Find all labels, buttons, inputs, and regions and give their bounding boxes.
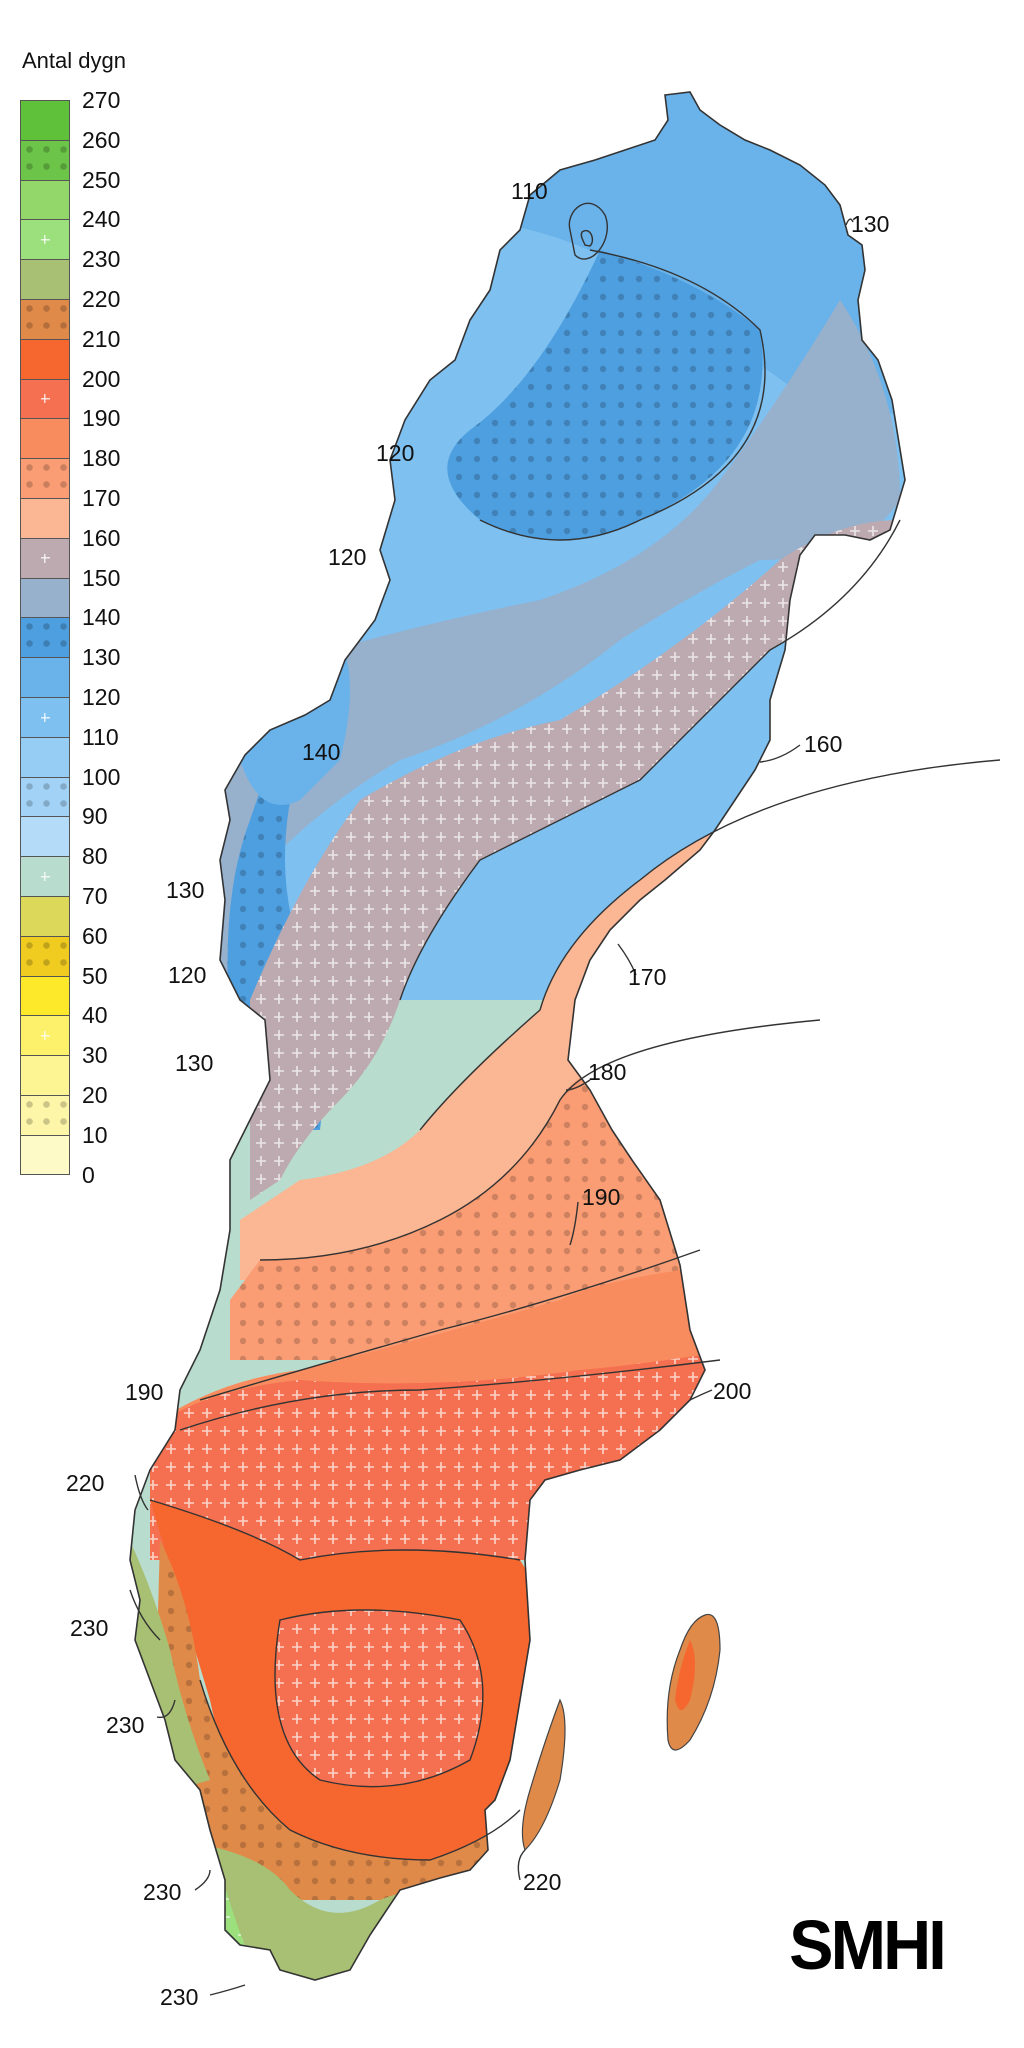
legend-tick-label: 180 [82, 445, 121, 472]
contour-label-110: 110 [511, 178, 548, 204]
smhi-logo: SMHI [789, 1906, 947, 1984]
contour-label-190-east: 190 [582, 1184, 620, 1210]
legend-swatch [20, 856, 70, 896]
legend-tick-label: 40 [82, 1002, 108, 1029]
legend-swatch [20, 537, 70, 578]
contour-label-230-c: 230 [143, 1879, 181, 1905]
legend-swatch [20, 577, 70, 618]
legend: 270 260 250 240 230 220 210 200 190 180 170 160 150 1… [20, 87, 120, 1188]
legend-swatch [20, 657, 70, 697]
legend-tick-label: 10 [82, 1121, 108, 1148]
contour-lines [149, 202, 1001, 1861]
legend-tick-label: 150 [82, 564, 121, 591]
contour-label-140: 140 [302, 739, 340, 765]
legend-swatch [20, 418, 70, 459]
legend-tick-label: 230 [82, 246, 121, 273]
legend-tick-label: 70 [82, 883, 108, 909]
legend-swatch [20, 1015, 70, 1056]
contour-label-130-mid: 130 [166, 877, 204, 903]
legend-tick-label: 140 [82, 604, 121, 631]
legend-tick-label: 120 [82, 684, 121, 710]
contour-label-170: 170 [628, 964, 666, 990]
contour-label-190-west: 190 [125, 1379, 163, 1405]
legend-swatch [20, 179, 70, 220]
legend-swatch [20, 816, 70, 857]
legend-tick-label: 20 [82, 1082, 108, 1108]
legend-swatch [20, 617, 70, 658]
legend-tick-label: 200 [82, 365, 121, 392]
contour-label-130-south: 130 [175, 1050, 213, 1076]
contour-label-230-b: 230 [106, 1712, 144, 1738]
contour-label-130-north: 130 [851, 211, 889, 237]
legend-tick-label: 190 [82, 405, 121, 432]
legend-tick-label: 210 [82, 325, 121, 352]
legend-tick-label: 0 [82, 1161, 95, 1188]
legend-swatch [20, 378, 70, 419]
gotland-inner-zone [675, 1640, 695, 1710]
contour-label-230-d: 230 [160, 1984, 198, 2010]
leader-lines [129, 218, 854, 1996]
legend-swatch [20, 219, 70, 260]
legend-tick-label: 240 [82, 206, 121, 233]
oland-island [521, 1698, 566, 1852]
contour-label-120-b: 120 [328, 544, 366, 570]
legend-swatch [20, 696, 70, 737]
legend-tick-label: 100 [82, 763, 121, 790]
contour-label-200: 200 [713, 1378, 751, 1404]
contour-label-120-a: 120 [376, 440, 414, 466]
legend-swatch [20, 1134, 70, 1175]
legend-tick-label: 110 [82, 723, 119, 750]
legend-swatch [20, 776, 70, 817]
legend-tick-label: 250 [82, 166, 121, 193]
legend-swatch [20, 458, 70, 498]
legend-tick-label: 90 [82, 803, 108, 830]
legend-swatch [20, 298, 70, 339]
contour-label-120-c: 120 [168, 962, 206, 988]
legend-swatch [20, 736, 70, 777]
contour-label-220-east: 220 [523, 1869, 561, 1895]
legend-tick-label: 60 [82, 922, 108, 949]
legend-tick-label: 130 [82, 644, 121, 671]
legend-swatch [20, 895, 70, 936]
legend-tick-label: 220 [82, 286, 121, 312]
legend-tick-label: 50 [82, 962, 108, 989]
legend-swatch [20, 100, 70, 140]
legend-tick-label: 270 [82, 87, 121, 113]
legend-tick-label: 170 [82, 485, 121, 511]
contour-label-160: 160 [804, 731, 842, 757]
contour-label-230-a: 230 [70, 1615, 108, 1641]
contour-label-220-west: 220 [66, 1470, 104, 1496]
legend-swatch [20, 497, 70, 538]
legend-tick-label: 80 [82, 843, 108, 870]
legend-swatch [20, 935, 70, 976]
legend-swatch [20, 1094, 70, 1135]
legend-title: Antal dygn [22, 48, 126, 73]
legend-swatch [20, 259, 70, 299]
legend-tick-label: 30 [82, 1042, 108, 1069]
legend-tick-label: 160 [82, 524, 121, 551]
legend-tick-label: 260 [82, 126, 121, 153]
legend-swatch [20, 338, 70, 379]
contour-label-180: 180 [588, 1059, 626, 1085]
legend-swatch [20, 1055, 70, 1095]
legend-swatch [20, 139, 70, 180]
legend-swatch [20, 975, 70, 1016]
